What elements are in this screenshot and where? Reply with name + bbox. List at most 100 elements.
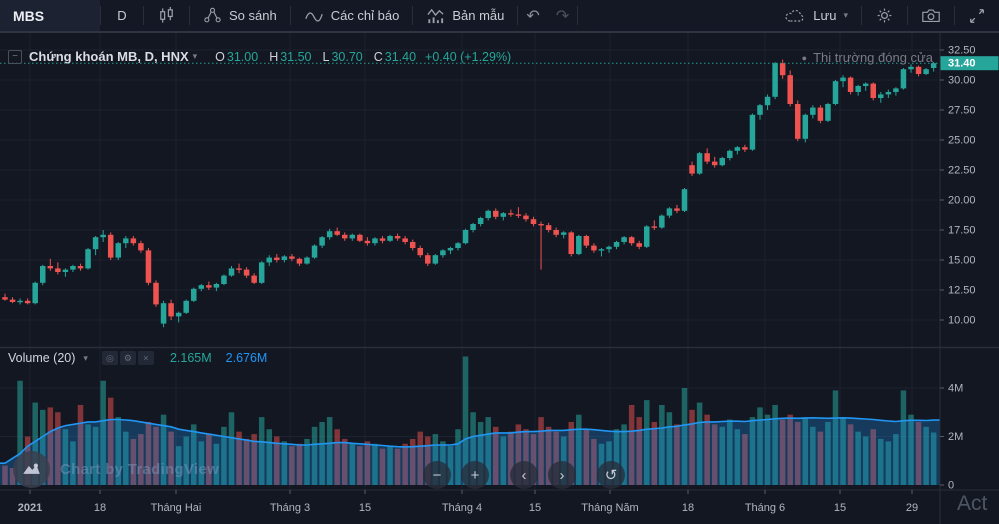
compare-button[interactable]: So sánh — [190, 0, 290, 31]
divider — [412, 6, 414, 25]
svg-text:0: 0 — [948, 480, 954, 492]
volume-indicator-title[interactable]: Volume (20) — [8, 351, 76, 365]
svg-text:15: 15 — [834, 502, 846, 514]
volume-caret-icon[interactable]: ▾ — [83, 352, 88, 363]
fullscreen-icon — [968, 7, 986, 25]
volume-indicator-controls: ◎ ⚙ × — [101, 351, 154, 365]
svg-text:15.00: 15.00 — [948, 255, 976, 267]
svg-text:15: 15 — [359, 502, 371, 514]
high-label: H — [269, 49, 279, 64]
divider — [907, 6, 908, 25]
chart-navigation: − + ‹ › ↺ — [423, 461, 635, 489]
zoom-in-button[interactable]: + — [461, 461, 489, 489]
templates-button[interactable]: Bản mẫu — [413, 0, 517, 31]
gear-icon — [875, 6, 894, 25]
divider — [517, 6, 519, 25]
svg-text:Tháng Hai: Tháng Hai — [151, 502, 202, 514]
settings-button[interactable] — [862, 0, 907, 31]
watermark-text: Chart by TradingView — [60, 461, 220, 478]
low-value: 30.70 — [331, 49, 363, 64]
volume-value: 2.165M — [169, 351, 212, 365]
undo-button[interactable]: ↶ — [518, 0, 547, 31]
indicators-label: Các chỉ báo — [330, 8, 400, 23]
tradingview-logo-icon[interactable] — [13, 451, 50, 488]
svg-text:4M: 4M — [948, 383, 963, 395]
svg-text:Tháng 4: Tháng 4 — [442, 502, 482, 514]
chart-canvas[interactable]: 32.50 30.00 27.50 25.00 22.50 20.00 17.50 15.00… — [0, 33, 999, 524]
templates-label: Bản mẫu — [452, 8, 505, 23]
svg-text:25.00: 25.00 — [948, 135, 976, 147]
high-value: 31.50 — [280, 49, 312, 64]
indicators-icon — [304, 8, 324, 24]
chart-area: 32.50 30.00 27.50 25.00 22.50 20.00 17.50 15.00… — [0, 33, 999, 524]
price-axis[interactable]: 32.50 30.00 27.50 25.00 22.50 20.00 17.50 15.00… — [940, 45, 999, 492]
svg-text:30.00: 30.00 — [948, 75, 976, 87]
close-value: 31.40 — [384, 49, 417, 64]
symbol-button[interactable]: MBS — [0, 0, 100, 31]
corner-partial-text: Act — [957, 492, 988, 515]
chart-template-icon — [426, 6, 445, 25]
spacer — [499, 461, 510, 489]
market-status: ● Thị trường đóng cửa — [802, 50, 933, 65]
open-label: O — [215, 49, 225, 64]
zoom-out-button[interactable]: − — [423, 461, 451, 489]
svg-text:31.40: 31.40 — [948, 58, 976, 70]
chart-style-button[interactable] — [144, 0, 189, 31]
legend-symbol-title[interactable]: Chứng khoán MB, D, HNX — [29, 49, 189, 64]
divider — [289, 6, 291, 25]
svg-text:17.50: 17.50 — [948, 225, 976, 237]
compare-icon — [203, 6, 222, 25]
market-status-text: Thị trường đóng cửa — [813, 50, 933, 65]
legend-collapse-icon[interactable]: − — [8, 49, 22, 64]
compare-label: So sánh — [229, 8, 277, 23]
divider — [143, 6, 144, 25]
camera-icon — [921, 7, 941, 24]
divider — [189, 6, 190, 25]
screenshot-button[interactable] — [908, 0, 954, 31]
redo-button[interactable]: ↷ — [548, 0, 577, 31]
interval-button[interactable]: D — [101, 0, 143, 31]
svg-text:Tháng Năm: Tháng Năm — [581, 502, 638, 514]
scroll-right-button[interactable]: › — [548, 461, 576, 489]
close-label: C — [373, 49, 383, 64]
tradingview-watermark: Chart by TradingView — [13, 451, 219, 488]
time-axis[interactable]: 2021 18 Tháng Hai Tháng 3 15 Tháng 4 15 Tháng N… — [18, 490, 918, 514]
pane-borders — [0, 33, 999, 524]
close-icon[interactable]: × — [137, 351, 154, 365]
symbol-label: MBS — [13, 7, 45, 24]
svg-text:2M: 2M — [948, 431, 963, 443]
scroll-left-button[interactable]: ‹ — [510, 461, 538, 489]
save-label: Lưu — [813, 8, 837, 23]
symbol-legend: − Chứng khoán MB, D, HNX ▾ O 31.00 H 31.50… — [8, 49, 511, 64]
change-value: +0.40 (+1.29%) — [425, 49, 512, 64]
svg-text:29: 29 — [906, 502, 918, 514]
settings-icon[interactable]: ⚙ — [119, 351, 136, 365]
divider — [954, 6, 955, 25]
divider — [861, 6, 862, 25]
svg-text:10.00: 10.00 — [948, 315, 976, 327]
indicators-button[interactable]: Các chỉ báo — [291, 0, 413, 31]
svg-text:12.50: 12.50 — [948, 285, 976, 297]
undo-icon: ↶ — [526, 7, 540, 25]
svg-text:22.50: 22.50 — [948, 165, 976, 177]
grid-lines — [0, 33, 940, 490]
ohlc-values: O 31.00 H 31.50 L 30.70 C 31.40 — [215, 50, 416, 64]
svg-text:Tháng 3: Tháng 3 — [270, 502, 310, 514]
open-value: 31.00 — [226, 49, 259, 64]
svg-text:27.50: 27.50 — [948, 105, 976, 117]
svg-text:15: 15 — [529, 502, 541, 514]
svg-text:18: 18 — [94, 502, 106, 514]
divider — [100, 6, 101, 25]
save-button[interactable]: Lưu ▾ — [771, 0, 861, 31]
svg-text:Tháng 6: Tháng 6 — [745, 502, 785, 514]
candlestick-series — [2, 59, 937, 328]
fullscreen-button[interactable] — [955, 0, 999, 31]
chevron-down-icon[interactable]: ▾ — [843, 10, 848, 20]
svg-text:2021: 2021 — [18, 502, 42, 514]
eye-icon[interactable]: ◎ — [101, 351, 118, 365]
candlestick-style-icon — [157, 6, 176, 25]
reset-chart-button[interactable]: ↺ — [597, 461, 625, 489]
volume-ma-value: 2.676M — [225, 351, 268, 365]
legend-caret-icon[interactable]: ▾ — [192, 51, 198, 61]
